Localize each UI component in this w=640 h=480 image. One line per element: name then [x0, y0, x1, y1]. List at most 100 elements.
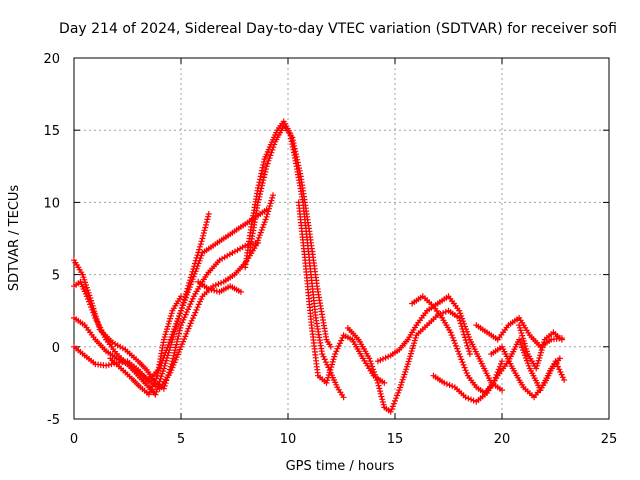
- data-point: [332, 351, 339, 357]
- data-point: [456, 351, 463, 357]
- series-track-17: [516, 322, 565, 372]
- data-point: [376, 385, 383, 392]
- data-point: [178, 293, 184, 300]
- data-point: [453, 342, 459, 349]
- data-point: [412, 334, 419, 341]
- data-point: [200, 230, 207, 236]
- data-point: [183, 288, 190, 295]
- data-point: [465, 395, 472, 402]
- data-point: [466, 351, 473, 357]
- data-point: [267, 200, 274, 207]
- data-point: [199, 235, 206, 242]
- series-trace: [244, 120, 345, 398]
- data-point: [188, 271, 195, 278]
- data-point: [379, 396, 386, 403]
- data-point: [171, 349, 178, 356]
- data-point: [147, 388, 154, 395]
- data-point: [266, 203, 273, 209]
- data-point: [145, 391, 152, 398]
- data-point: [263, 163, 270, 170]
- data-point: [519, 332, 526, 339]
- data-point: [327, 366, 334, 373]
- data-point: [319, 351, 326, 357]
- data-point: [168, 334, 175, 340]
- data-point: [189, 268, 196, 275]
- data-point: [457, 353, 464, 360]
- data-point: [374, 379, 381, 386]
- data-point: [516, 322, 523, 329]
- data-point: [375, 382, 382, 389]
- data-point: [187, 277, 194, 284]
- data-point: [448, 332, 455, 339]
- data-point: [497, 360, 504, 367]
- data-point: [181, 314, 188, 321]
- data-point: [451, 340, 458, 347]
- data-point: [409, 345, 416, 352]
- data-point: [197, 241, 204, 248]
- data-point: [215, 281, 222, 287]
- data-point: [263, 213, 270, 220]
- data-point: [556, 355, 563, 362]
- data-point: [393, 395, 400, 402]
- data-point: [455, 348, 462, 355]
- data-point: [464, 342, 471, 349]
- data-point: [208, 286, 215, 293]
- data-point: [203, 221, 209, 228]
- data-point: [536, 355, 543, 361]
- data-point: [260, 177, 267, 184]
- data-point: [210, 283, 217, 290]
- data-point: [267, 152, 274, 159]
- data-point: [259, 164, 266, 171]
- data-point: [186, 303, 193, 310]
- data-point: [394, 392, 401, 399]
- data-point: [176, 313, 183, 319]
- x-tick-label: 5: [177, 432, 185, 447]
- data-point: [552, 358, 559, 365]
- x-tick-label: 0: [70, 432, 78, 447]
- data-point: [179, 302, 186, 309]
- data-point: [268, 197, 275, 204]
- data-point: [264, 211, 271, 218]
- data-point: [164, 323, 171, 330]
- data-point: [324, 377, 331, 384]
- data-point: [466, 348, 473, 355]
- data-point: [371, 369, 378, 375]
- series-track-11: [344, 307, 473, 415]
- data-point: [556, 366, 563, 373]
- data-point: [262, 216, 269, 223]
- data-point: [461, 320, 468, 327]
- data-point: [378, 393, 385, 400]
- data-point: [195, 301, 202, 308]
- data-point: [381, 379, 388, 386]
- data-point: [373, 377, 380, 384]
- data-point: [205, 211, 212, 217]
- data-series: [71, 118, 568, 415]
- axis-ticks: 0 5 10 15 20 25 -5 0 5 10 15 20: [43, 52, 617, 447]
- data-point: [174, 338, 180, 345]
- data-point: [191, 263, 198, 270]
- data-point: [377, 388, 383, 395]
- data-point: [89, 302, 96, 309]
- data-point: [334, 345, 341, 352]
- data-point: [553, 360, 560, 367]
- data-point: [499, 358, 505, 365]
- y-axis-label: SDTVAR / TECUs: [7, 185, 22, 292]
- data-point: [189, 315, 196, 322]
- data-point: [522, 352, 528, 359]
- data-point: [368, 360, 375, 367]
- data-point: [180, 299, 187, 306]
- data-point: [390, 400, 397, 407]
- data-point: [441, 379, 448, 386]
- data-point: [327, 343, 334, 350]
- data-point: [192, 257, 199, 264]
- data-point: [194, 304, 201, 311]
- data-point: [447, 329, 454, 336]
- x-axis-label: GPS time / hours: [286, 459, 395, 474]
- data-point: [372, 371, 378, 378]
- data-point: [518, 341, 525, 348]
- data-point: [387, 408, 394, 415]
- data-point: [176, 330, 182, 337]
- data-point: [392, 397, 398, 404]
- data-point: [264, 160, 271, 167]
- data-point: [321, 356, 328, 363]
